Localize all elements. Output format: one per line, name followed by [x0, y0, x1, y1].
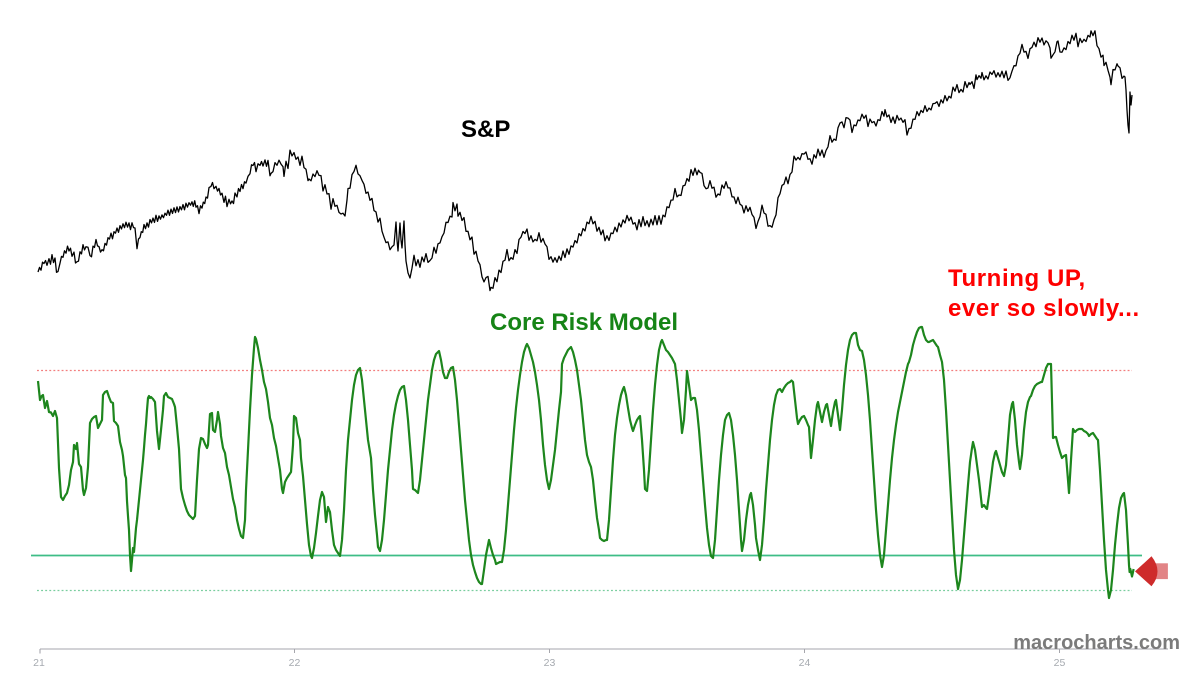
svg-text:23: 23 — [544, 657, 556, 669]
svg-text:macrocharts.com: macrocharts.com — [1013, 632, 1180, 654]
svg-text:22: 22 — [289, 657, 301, 669]
svg-text:Turning UP,: Turning UP, — [948, 265, 1086, 292]
svg-text:S&P: S&P — [461, 116, 510, 143]
svg-text:ever so slowly...: ever so slowly... — [948, 295, 1140, 322]
svg-text:25: 25 — [1054, 657, 1066, 669]
svg-text:Core Risk Model: Core Risk Model — [490, 309, 678, 336]
svg-text:24: 24 — [799, 657, 811, 669]
svg-text:21: 21 — [33, 657, 45, 669]
